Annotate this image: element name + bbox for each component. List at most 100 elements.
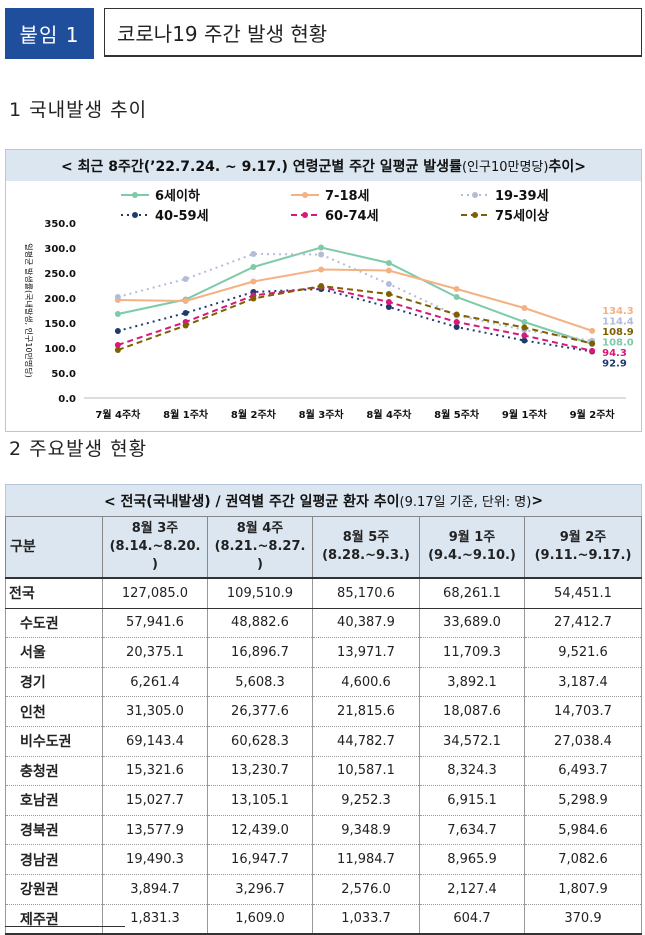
value-cell: 6,261.4: [102, 667, 208, 698]
column-range: (9.11.~9.17.): [534, 548, 632, 563]
value-cell: 4,600.6: [312, 667, 420, 698]
data-point: [114, 294, 121, 300]
section-2-title: 2 주요발생 현황: [9, 438, 148, 460]
data-point: [589, 347, 596, 354]
data-point: [318, 251, 325, 258]
x-tick-label: 7월 4주차: [95, 408, 141, 421]
value-cell: 370.9: [524, 904, 642, 935]
value-cell: 13,230.7: [207, 756, 313, 787]
data-point: [521, 319, 528, 325]
y-tick-label: 0.0: [58, 394, 76, 405]
chart-title-unit: (인구10만명당): [461, 160, 549, 175]
value-cell: 127,085.0: [102, 576, 208, 609]
data-point: [453, 324, 460, 330]
column-range-end: ): [257, 557, 263, 572]
table-row: 인천 31,305.0 26,377.6 21,815.6 18,087.6 14,703…: [5, 696, 642, 727]
column-header: 8월 5주 (8.28.~9.3.): [312, 516, 420, 579]
data-point: [385, 291, 392, 297]
value-cell: 9,348.9: [312, 815, 420, 846]
legend-label: 6세이하: [155, 188, 200, 204]
table-row: 호남권 15,027.7 13,105.1 9,252.3 6,915.1 5,298.9: [5, 785, 642, 816]
value-cell: 5,984.6: [524, 815, 642, 846]
data-point: [182, 298, 189, 304]
data-point: [453, 319, 460, 325]
column-week: 8월 5주: [342, 530, 390, 545]
value-cell: 57,941.6: [102, 608, 208, 639]
value-cell: 3,894.7: [102, 874, 208, 905]
end-value-label: 134.3: [602, 306, 634, 317]
data-point: [114, 311, 121, 317]
value-cell: 60,628.3: [207, 726, 313, 757]
table-row: 경북권 13,577.9 12,439.0 9,348.9 7,634.7 5,984.6: [5, 815, 642, 846]
y-tick-label: 50.0: [51, 369, 76, 380]
data-point: [114, 347, 121, 353]
legend-marker: [472, 192, 478, 198]
value-cell: 13,105.1: [207, 785, 313, 816]
legend-marker: [302, 192, 308, 198]
series-line: [117, 246, 593, 345]
table-title-main: < 전국(국내발생) / 권역별 주간 일평균 환자 추이: [103, 493, 400, 510]
column-header: 8월 3주 (8.14.~8.20.): [102, 516, 208, 579]
data-point: [318, 283, 325, 289]
value-cell: 27,038.4: [524, 726, 642, 757]
region-cell: 경북권: [5, 815, 103, 846]
end-value-label: 94.3: [602, 348, 627, 359]
x-tick-label: 8월 1주차: [163, 408, 209, 421]
table-row: 서울 20,375.1 16,896.7 13,971.7 11,709.3 9,521.…: [5, 637, 642, 668]
legend-label: 60-74세: [325, 209, 379, 224]
value-cell: 33,689.0: [419, 608, 525, 639]
value-cell: 8,324.3: [419, 756, 525, 787]
y-tick-label: 350.0: [44, 219, 76, 230]
data-point: [250, 278, 257, 285]
data-point: [521, 305, 528, 311]
value-cell: 15,321.6: [102, 756, 208, 787]
legend-marker: [132, 192, 138, 198]
y-tick-label: 100.0: [44, 344, 76, 355]
data-point: [453, 286, 460, 292]
value-cell: 10,587.1: [312, 756, 420, 787]
region-cell: 호남권: [5, 785, 103, 816]
y-axis-label: 일평균 발생률(국내발생, 인구10만명당): [24, 243, 34, 377]
value-cell: 16,896.7: [207, 637, 313, 668]
end-value-label: 108.9: [602, 327, 634, 338]
x-tick-label: 8월 4주차: [366, 408, 412, 421]
column-week: 8월 3주: [131, 521, 179, 536]
value-cell: 2,127.4: [419, 874, 525, 905]
value-cell: 6,493.7: [524, 756, 642, 787]
region-cell: 비수도권: [5, 726, 103, 757]
table-row: 강원권 3,894.7 3,296.7 2,576.0 2,127.4 1,807.9: [5, 874, 642, 905]
legend-marker: [132, 212, 138, 218]
table-panel: < 전국(국내발생) / 권역별 주간 일평균 환자 추이 (9.17일 기준,…: [5, 484, 642, 935]
x-tick-label: 8월 2주차: [231, 408, 277, 421]
data-point: [318, 266, 325, 273]
table-row: 경남권 19,490.3 16,947.7 11,984.7 8,965.9 7,082.…: [5, 844, 642, 875]
value-cell: 5,298.9: [524, 785, 642, 816]
value-cell: 9,252.3: [312, 785, 420, 816]
value-cell: 6,915.1: [419, 785, 525, 816]
value-cell: 1,831.3: [102, 904, 208, 935]
value-cell: 12,439.0: [207, 815, 313, 846]
x-tick-label: 8월 5주차: [434, 408, 480, 421]
column-range: (8.28.~9.3.): [322, 548, 410, 563]
value-cell: 18,087.6: [419, 696, 525, 727]
column-header: 8월 4주 (8.21.~8.27.): [207, 516, 313, 579]
appendix-tag: 붙임 1: [5, 8, 94, 59]
value-cell: 2,576.0: [312, 874, 420, 905]
column-week: 9월 2주: [559, 530, 607, 545]
y-tick-label: 300.0: [44, 244, 76, 255]
value-cell: 7,634.7: [419, 815, 525, 846]
end-value-label: 108.0: [602, 338, 634, 349]
data-point: [589, 327, 596, 334]
table-row: 전국 127,085.0 109,510.9 85,170.6 68,261.1 54,4…: [5, 576, 642, 609]
value-cell: 5,608.3: [207, 667, 313, 698]
value-cell: 27,412.7: [524, 608, 642, 639]
data-point: [385, 304, 392, 310]
data-point: [521, 332, 528, 339]
region-cell: 경기: [5, 667, 103, 698]
value-cell: 31,305.0: [102, 696, 208, 727]
data-point: [589, 340, 596, 347]
column-range: (9.4.~9.10.): [428, 548, 516, 563]
value-cell: 40,387.9: [312, 608, 420, 639]
chart-panel: < 최근 8주간(’22.7.24. ~ 9.17.) 연령군별 주간 일평균 …: [5, 149, 642, 432]
